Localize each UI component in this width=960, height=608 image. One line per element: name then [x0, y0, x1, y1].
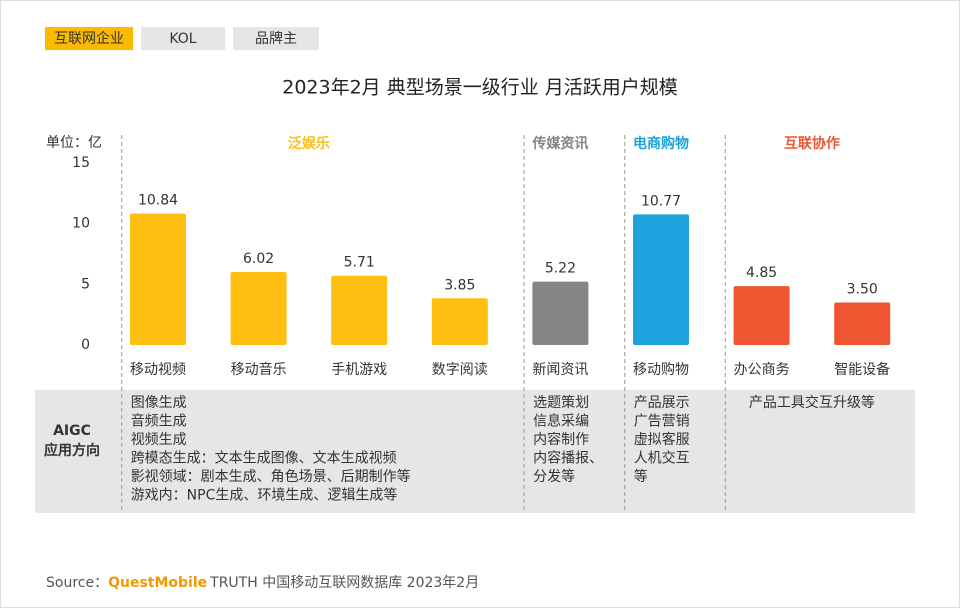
aigc-item: 视频生成	[131, 432, 187, 448]
tab-label[interactable]: KOL	[169, 31, 196, 47]
aigc-item: 广告营销	[634, 414, 690, 430]
aigc-item: 虚拟客服	[634, 431, 690, 448]
value-label: 4.85	[746, 265, 777, 281]
category-label: 手机游戏	[331, 362, 387, 378]
bar	[431, 298, 488, 345]
bar	[834, 302, 891, 345]
tab[interactable]	[45, 27, 133, 50]
source-text: TRUTH 中国移动互联网数据库 2023年2月	[209, 575, 479, 591]
bar	[230, 271, 287, 345]
tab-label[interactable]: 品牌主	[255, 30, 297, 47]
aigc-item: 等	[634, 468, 648, 485]
aigc-item: 人机交互	[634, 450, 690, 467]
category-label: 办公商务	[734, 362, 790, 378]
category-label: 新闻资讯	[532, 362, 588, 378]
value-label: 10.77	[641, 193, 681, 209]
group-label: 互联协作	[784, 135, 840, 152]
aigc-item: 产品工具交互升级等	[749, 394, 875, 411]
category-label: 移动购物	[633, 362, 689, 378]
bar	[331, 275, 388, 345]
y-tick-label: 5	[81, 276, 90, 292]
aigc-item: 内容播报、	[533, 450, 603, 467]
y-tick-label: 10	[72, 216, 90, 232]
tab[interactable]	[141, 27, 225, 50]
bar	[532, 281, 589, 345]
chart-title: 2023年2月 典型场景一级行业 月活跃用户规模	[282, 77, 678, 99]
tab-label[interactable]: 互联网企业	[54, 30, 124, 47]
bar	[733, 286, 790, 345]
value-label: 3.50	[847, 282, 878, 298]
category-label: 移动视频	[130, 362, 186, 378]
source-brand: QuestMobile	[108, 575, 207, 591]
aigc-label: 应用方向	[44, 442, 100, 459]
group-label: 电商购物	[633, 135, 689, 152]
bar	[130, 213, 186, 345]
group-label: 传媒资讯	[531, 135, 588, 152]
source-prefix: Source：	[46, 575, 108, 591]
value-label: 5.71	[344, 255, 375, 271]
value-label: 10.84	[138, 192, 178, 208]
aigc-item: 产品展示	[634, 395, 690, 411]
aigc-item: 选题策划	[533, 394, 589, 411]
category-label: 数字阅读	[432, 361, 488, 378]
aigc-item: 跨模态生成：文本生成图像、文本生成视频	[131, 451, 397, 467]
aigc-item: 图像生成	[131, 395, 187, 411]
aigc-item: 音频生成	[131, 413, 187, 430]
aigc-band	[35, 390, 915, 513]
aigc-item: 游戏内：NPC生成、环境生成、逻辑生成等	[131, 487, 398, 504]
aigc-label: AIGC	[53, 423, 91, 439]
bar	[633, 214, 689, 345]
y-tick-label: 15	[72, 155, 90, 171]
aigc-item: 分发等	[533, 468, 575, 485]
aigc-item: 信息采编	[533, 413, 589, 430]
source: Source：QuestMobile TRUTH 中国移动互联网数据库 2023年…	[46, 575, 479, 591]
aigc-item: 影视领域：剧本生成、角色场景、后期制作等	[131, 468, 411, 485]
category-label: 智能设备	[834, 361, 890, 378]
y-tick-label: 0	[81, 337, 90, 353]
aigc-item: 内容制作	[533, 431, 589, 448]
value-label: 3.85	[444, 277, 475, 293]
value-label: 6.02	[243, 251, 274, 267]
category-label: 移动音乐	[231, 361, 287, 378]
value-label: 5.22	[545, 261, 576, 277]
unit-label: 单位：亿	[46, 135, 102, 151]
group-label: 泛娱乐	[288, 135, 330, 152]
tab[interactable]	[233, 27, 319, 50]
